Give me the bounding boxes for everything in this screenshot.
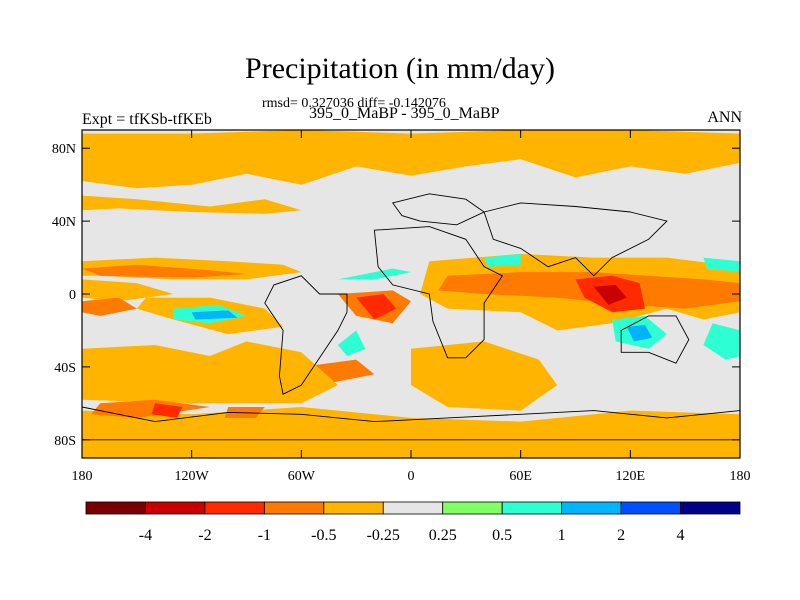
x-tick-label-0: 180: [72, 469, 93, 484]
precip-region-24: [91, 399, 210, 418]
x-tick-label-1: 120W: [175, 469, 210, 484]
precip-region-19: [356, 294, 397, 320]
colorbar-box-1: [145, 501, 206, 515]
precip-region-1: [82, 195, 302, 214]
y-tick-label-0: 80N: [52, 142, 76, 157]
colorbar-label-6: 0.5: [492, 527, 512, 544]
colorbar-box-9: [620, 501, 681, 515]
stats-text: rmsd= 0.327036 diff= -0.142076: [262, 96, 446, 111]
colorbar-box-4: [323, 501, 384, 515]
y-tick-label-1: 40N: [52, 215, 76, 230]
land-outline-antarctica: [82, 406, 740, 441]
x-tick-label-4: 60E: [509, 469, 532, 484]
precip-region-23: [82, 407, 740, 458]
colorbar-box-7: [501, 501, 563, 515]
precip-region-5: [82, 297, 137, 316]
land-outline-south-america: [264, 275, 348, 395]
colorbar-label-3: -0.5: [311, 527, 336, 544]
precip-region-4: [82, 279, 174, 302]
colorbar-label-1: -2: [198, 527, 211, 544]
land-outline-asia: [483, 202, 668, 277]
land-outline-australia: [620, 315, 690, 364]
expt-text: Expt = tfKSb-tfKEb: [82, 111, 212, 128]
chart-title: Precipitation (in mm/day): [245, 52, 555, 85]
land-outline-africa: [373, 226, 504, 359]
y-tick-label-3: 40S: [54, 361, 76, 376]
colorbar-label-8: 2: [617, 527, 625, 544]
precip-region-8: [191, 310, 238, 320]
colorbar-box-8: [561, 501, 622, 515]
precip-region-27: [337, 330, 366, 356]
case-text: 395_0_MaBP - 395_0_MaBP: [309, 105, 500, 122]
colorbar-box-0: [85, 501, 146, 515]
colorbar-box-2: [204, 501, 265, 515]
precip-region-20: [411, 341, 558, 411]
precip-region-17: [703, 257, 740, 273]
colorbar-label-4: -0.25: [367, 527, 400, 544]
precip-region-25: [151, 403, 183, 418]
colorbar-label-5: 0.25: [429, 527, 457, 544]
precip-region-3: [82, 264, 247, 278]
colorbar-box-3: [263, 501, 325, 515]
x-tick-label-5: 120E: [616, 469, 646, 484]
x-tick-label-6: 180: [730, 469, 751, 484]
precip-region-22: [82, 341, 338, 404]
colorbar-label-7: 1: [558, 527, 566, 544]
precip-contours: [82, 130, 740, 458]
season-text: ANN: [707, 109, 742, 126]
precip-region-15: [484, 253, 521, 267]
x-tick-label-2: 60W: [288, 469, 316, 484]
colorbar-label-0: -4: [139, 527, 152, 544]
colorbar: -4 -2 -1 -0.5 -0.25 0.25 0.5 1 2 4: [85, 501, 741, 544]
x-tick-label-3: 0: [408, 469, 415, 484]
precip-region-28: [703, 323, 740, 360]
colorbar-label-2: -1: [258, 527, 271, 544]
colorbar-box-5: [382, 501, 444, 515]
y-tick-label-4: 80S: [54, 434, 76, 449]
precip-region-0: [82, 130, 740, 189]
colorbar-box-10: [680, 501, 741, 515]
colorbar-label-9: 4: [677, 527, 685, 544]
colorbar-box-6: [442, 501, 503, 515]
precip-region-16: [337, 268, 411, 280]
land-outline-europe: [391, 193, 485, 226]
land-outlines: [82, 193, 740, 441]
axis-ticks: 180 120W 60W 0 60E 120E 180 80N 40N 0 40S 80S: [52, 130, 751, 484]
y-tick-label-2: 0: [69, 288, 76, 303]
precip-region-14: [626, 325, 653, 342]
precip-region-12: [593, 284, 627, 305]
